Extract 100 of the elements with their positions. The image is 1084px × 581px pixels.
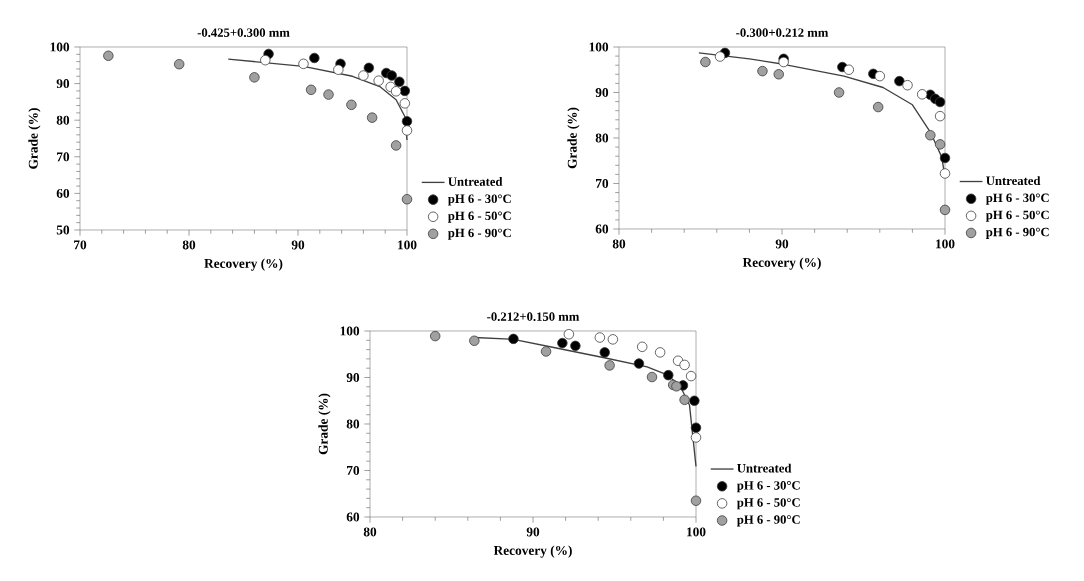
point [249,72,260,83]
point [714,51,726,62]
legend-label: pH 6 - 50°C [985,210,1049,222]
x-axis-title: Recovery (%) [742,257,821,270]
y-axis-title: Grade (%) [567,107,580,169]
chart-title: -0.425+0.300 mm [197,28,290,37]
point [260,54,271,66]
point [934,139,946,150]
point [599,347,610,358]
point [401,125,413,136]
x-tick-label: 90 [775,239,789,249]
x-tick-label: 100 [398,240,417,250]
point [757,65,768,77]
point [679,394,690,406]
chart-title: -0.212+0.150 mm [487,312,580,321]
point [366,112,378,123]
legend-label: Untreated [448,177,503,186]
y-tick-label: 70 [57,152,70,162]
point [103,50,114,61]
y-tick-label: 50 [56,225,70,235]
legend-label: pH 6 - 30°C [448,194,511,206]
point [174,59,185,70]
point [386,70,397,81]
point [390,140,402,151]
point [939,204,951,216]
y-tick-label: 80 [346,419,360,429]
y-tick-label: 60 [56,188,70,198]
y-tick-label: 90 [56,79,70,89]
point [323,89,334,100]
point [309,52,320,64]
point [916,89,928,100]
point [390,86,402,97]
point [298,58,309,70]
point [700,56,711,68]
x-tick-label: 80 [612,239,626,249]
point [689,395,700,406]
legend-label: Untreated [986,176,1041,186]
point [563,329,575,340]
x-axis-title: Recovery (%) [204,258,283,271]
point [346,99,357,111]
point [637,341,648,352]
point [833,87,845,98]
point [874,70,885,82]
legend-label: pH 6 - 30°C [736,481,800,493]
point [690,495,702,506]
point [646,371,658,383]
point [508,333,519,345]
y-tick-label: 70 [596,178,609,188]
point [925,130,936,141]
point [679,359,690,371]
point [633,358,645,369]
point [469,335,480,346]
y-tick-label: 80 [56,115,70,125]
point [773,69,784,80]
point [607,334,619,345]
legend-label: pH 6 - 90°C [448,228,511,240]
y-tick-label: 90 [595,87,609,97]
x-tick-label: 90 [291,240,305,250]
point [401,194,413,205]
point [843,64,855,75]
point [333,64,344,75]
point [399,85,411,97]
y-tick-label: 60 [595,224,609,234]
x-tick-label: 90 [526,527,540,537]
legend-label: pH 6 - 50°C [736,498,800,510]
point [540,346,552,357]
point [570,340,581,352]
x-tick-label: 70 [74,240,87,250]
point [934,96,946,108]
point [939,152,951,164]
y-axis-title: Grade (%) [28,108,41,169]
y-tick-label: 100 [340,326,360,336]
y-tick-label: 100 [50,42,70,52]
legend-label: Untreated [737,463,792,473]
y-axis-title: Grade (%) [318,393,331,455]
point [872,101,884,113]
point [557,337,568,349]
x-tick-label: 100 [936,239,955,249]
y-tick-label: 90 [346,372,360,382]
y-tick-label: 80 [595,133,609,143]
legend-label: pH 6 - 30°C [985,193,1049,205]
point [401,116,413,127]
legend-label: pH 6 - 90°C [736,515,800,527]
point [894,75,905,87]
x-tick-label: 80 [182,240,196,250]
point [305,84,317,96]
point [394,76,405,87]
point [430,330,441,342]
point [363,62,375,74]
legend-label: pH 6 - 90°C [985,227,1049,239]
legend-label: pH 6 - 50°C [448,211,511,223]
point [399,98,411,109]
x-tick-label: 80 [363,527,377,537]
point [690,432,702,443]
point [604,360,615,371]
x-tick-label: 100 [687,527,706,537]
y-tick-label: 100 [589,42,609,52]
chart-title: -0.300+0.212 mm [736,28,829,37]
point [690,422,702,433]
x-axis-title: Recovery (%) [493,545,572,558]
